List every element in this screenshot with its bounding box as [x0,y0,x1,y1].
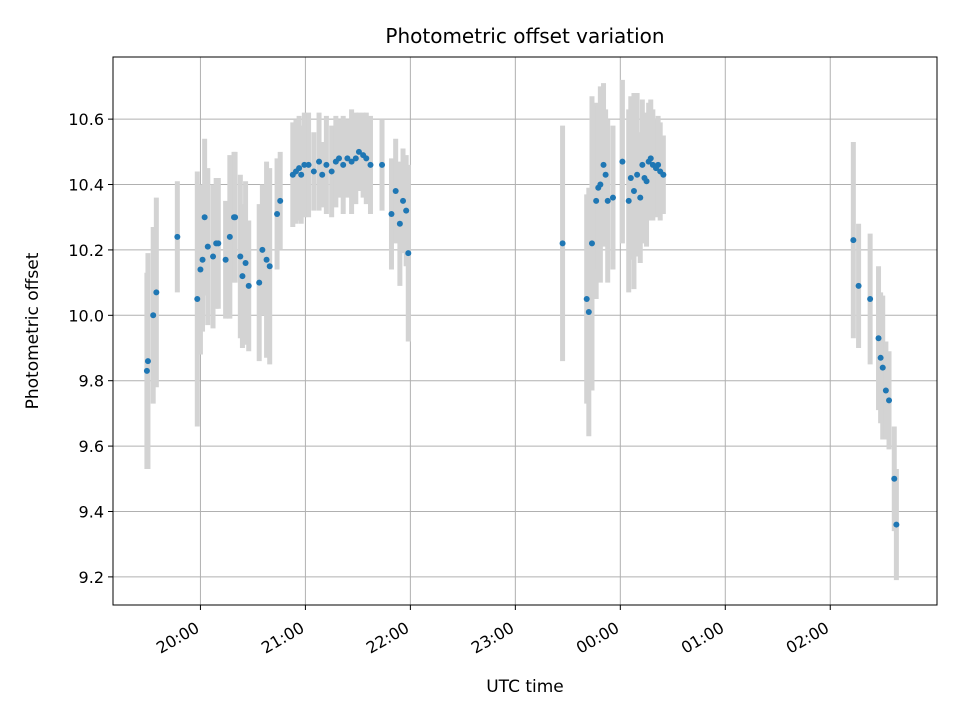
data-point [585,309,592,316]
data-point [197,266,204,273]
data-point [226,233,233,240]
data-point [199,256,206,263]
data-point [405,250,412,257]
data-point [237,253,244,260]
data-point [639,161,646,168]
data-point [609,194,616,201]
data-point [256,279,263,286]
data-point [259,246,266,253]
data-point [319,171,326,178]
y-tick-label: 9.6 [79,437,104,456]
data-point [266,263,273,270]
data-point [559,240,566,247]
data-point [274,210,281,217]
data-point [144,358,151,365]
data-point [222,256,229,263]
data-point [298,171,305,178]
y-tick-label: 9.4 [79,502,104,521]
y-axis-label: Photometric offset [23,252,43,409]
data-point [194,295,201,302]
data-point [634,171,641,178]
data-point [232,214,239,221]
data-point [891,475,898,482]
data-point [593,197,600,204]
y-tick-label: 10.6 [68,110,104,129]
data-point [602,171,609,178]
data-point [355,148,362,155]
data-point [245,282,252,289]
data-point [242,259,249,266]
data-point [335,155,342,162]
data-point [348,158,355,165]
data-point [316,158,323,165]
data-point [850,237,857,244]
data-point [215,240,222,247]
data-point [201,214,208,221]
y-tick-label: 10.0 [68,306,104,325]
data-point [400,197,407,204]
data-point [340,161,347,168]
data-point [403,207,410,214]
data-point [600,161,607,168]
data-point [597,181,604,188]
y-tick-label: 10.2 [68,241,104,260]
data-point [379,161,386,168]
data-point [604,197,611,204]
data-point [210,253,217,260]
data-point [619,158,626,165]
data-point [583,295,590,302]
data-point [879,364,886,371]
data-point [882,387,889,394]
data-point [263,256,270,263]
data-point [153,289,160,296]
data-point [352,155,359,162]
data-point [660,171,667,178]
data-point [625,197,632,204]
data-point [367,161,374,168]
y-axis-ticks: 9.2 9.4 9.6 9.8 10.0 10.2 10.4 10.6 [68,110,113,587]
data-point [875,335,882,342]
y-tick-label: 9.8 [79,372,104,391]
data-point [637,194,644,201]
data-point [893,521,900,528]
data-point [323,161,330,168]
data-point [396,220,403,227]
data-point [643,178,650,185]
data-point [301,161,308,168]
data-point [647,155,654,162]
data-point [143,367,150,374]
data-point [855,282,862,289]
data-point [239,273,246,280]
data-point [204,243,211,250]
y-tick-label: 9.2 [79,568,104,587]
data-point [867,295,874,302]
data-point [310,168,317,175]
x-axis-label: UTC time [486,677,564,697]
data-point [296,165,303,172]
data-point [630,188,637,195]
data-point [886,397,893,404]
data-point [388,210,395,217]
data-point [392,188,399,195]
data-point [305,161,312,168]
data-point [363,155,370,162]
data-point [344,155,351,162]
data-point [877,354,884,361]
data-point [174,233,181,240]
data-point [655,161,662,168]
plot-frame [112,56,938,606]
data-points [143,148,900,528]
chart-title: Photometric offset variation [385,24,664,48]
y-tick-label: 10.4 [68,176,104,195]
data-point [588,240,595,247]
data-point [627,174,634,181]
data-point [277,197,284,204]
data-point [150,312,157,319]
data-point [328,168,335,175]
